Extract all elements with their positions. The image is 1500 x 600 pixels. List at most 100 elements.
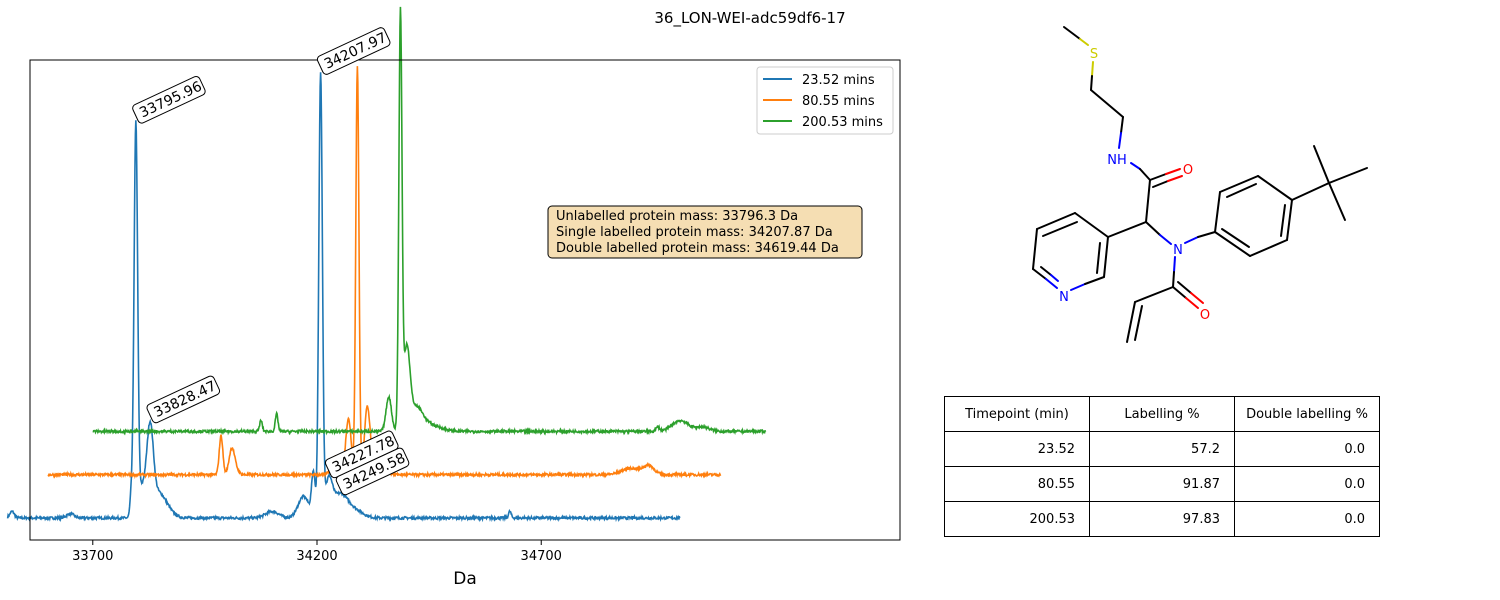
table-cell: 80.55 [944,466,1090,502]
bond [1172,286,1187,299]
legend-frame [756,66,894,135]
bond [1091,61,1094,77]
bond [1145,179,1151,223]
bond [1221,228,1250,248]
bond [1134,286,1174,303]
legend-label: 80.55 mins [802,94,875,109]
bond [1145,221,1161,236]
table-header-cell: Labelling % [1089,396,1235,432]
bond [1313,145,1330,184]
bond [1134,305,1143,341]
table-cell: 0.0 [1234,501,1380,537]
bond [1090,89,1124,118]
table-cell: 200.53 [944,501,1090,537]
info-box-line: Double labelled protein mass: 34619.44 D… [556,241,839,256]
legend-label: 200.53 mins [802,115,883,130]
table-cell: 0.0 [1234,431,1380,467]
bond [1107,221,1147,238]
x-tick-label: 34200 [296,549,337,564]
bond [1040,266,1052,276]
table-cell: 23.52 [944,431,1090,467]
bond [1177,281,1192,294]
table-cell: 97.83 [1089,501,1235,537]
info-box-line: Unlabelled protein mass: 33796.3 Da [556,209,798,224]
bond [1173,256,1176,273]
info-box-line: Single labelled protein mass: 34207.87 D… [556,225,833,240]
bond [1159,234,1172,245]
bond [1130,162,1141,170]
bond [1286,199,1293,241]
atom-label-oxygen: O [1200,308,1210,323]
molecule-structure: S NH O N N O [1032,26,1368,343]
info-box-frame [547,205,863,259]
x-tick-label: 34700 [521,549,562,564]
bond [1152,180,1169,188]
bond [1214,231,1251,257]
bond [1167,175,1183,182]
annotation-box [335,447,410,496]
bond [1032,228,1038,270]
annotation-box [132,75,206,124]
bond [1257,175,1293,201]
table-header-cell: Double labelling % [1234,396,1380,432]
legend-label: 23.52 mins [802,73,875,88]
bond [1172,271,1175,288]
bond [1226,183,1257,198]
bond [1126,301,1136,343]
atom-label-amide-nh: NH [1107,153,1127,168]
bond [1291,182,1330,201]
atom-label-oxygen: O [1183,163,1193,178]
table-row: 200.53 97.83 0.0 [944,501,1380,537]
bond [1120,116,1124,134]
atom-label-sulfur: S [1090,47,1098,62]
bond [1045,278,1058,289]
bond [1190,292,1204,304]
series-line-0 [6,72,681,523]
peak-annotation: 33795.96 [132,75,206,124]
bond [1070,283,1086,291]
atom-label-nitrogen: N [1173,243,1183,258]
bond [1103,236,1109,278]
bond [1328,182,1346,221]
bond [1184,236,1199,244]
peak-annotation: 34207.97 [316,27,391,75]
bond [1280,204,1286,237]
bond [1139,168,1151,181]
atom-label-pyridine-n: N [1059,290,1069,305]
labelling-table: Timepoint (min) Labelling % Double label… [944,396,1380,537]
figure-title: 36_LON-WEI-adc59df6-17 [654,9,846,27]
bond [1050,274,1059,282]
bond [1328,167,1368,184]
x-tick-layer: 33700 34200 34700 [72,540,562,564]
bond [1197,231,1216,238]
spectrum-chart: 33700 34200 34700 Da 33795.96 33828.47 34207… [6,6,901,589]
bond [1084,276,1105,285]
series-line-1 [47,66,722,480]
info-box: Unlabelled protein mass: 33796.3 DaSingl… [547,205,863,259]
bond [1063,26,1081,40]
bond [1036,212,1076,230]
bond [1219,175,1259,193]
x-tick-label: 33700 [72,549,113,564]
annotation-box [146,375,221,424]
bond [1185,297,1199,309]
table-cell: 57.2 [1089,431,1235,467]
x-axis-label: Da [453,569,477,589]
bond [1090,75,1093,91]
series-line-2 [92,6,767,436]
table-header-cell: Timepoint (min) [944,396,1090,432]
bond [1118,132,1122,149]
bond [1149,173,1167,181]
table-cell: 0.0 [1234,466,1380,502]
table-row: 23.52 57.2 0.0 [944,431,1380,467]
bond [1032,268,1047,280]
bond [1074,212,1109,238]
table-cell: 91.87 [1089,466,1235,502]
bond [1042,221,1078,237]
bond [1214,191,1221,233]
legend: 23.52 mins 80.55 mins 200.53 mins [756,66,894,135]
plot-frame [29,59,901,541]
table-header-row: Timepoint (min) Labelling % Double label… [944,396,1380,432]
bond [1079,38,1089,46]
peak-annotation: 33828.47 [146,375,221,424]
